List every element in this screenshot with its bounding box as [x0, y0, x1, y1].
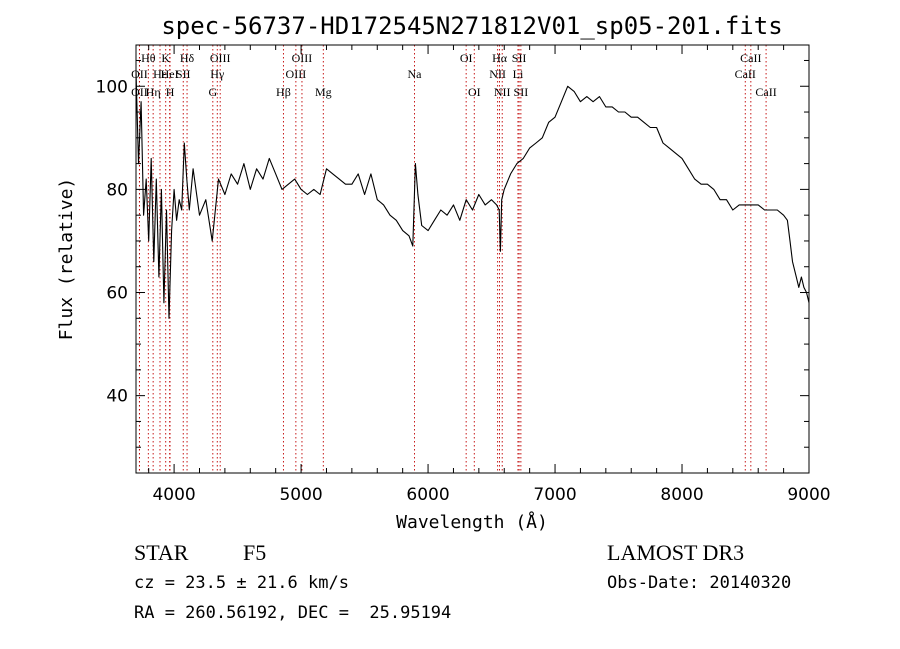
- coordinates-text: RA = 260.56192, DEC = 25.95194: [134, 603, 452, 623]
- x-axis-label: Wavelength (Å): [396, 511, 548, 533]
- line-label-13: Hβ: [276, 85, 291, 99]
- line-label-17: Na: [407, 67, 422, 81]
- line-label-23: SII: [512, 51, 527, 65]
- line-label-8: SII: [176, 67, 191, 81]
- line-label-0: Hθ: [141, 51, 156, 65]
- line-label-4: Hη: [146, 85, 161, 99]
- line-label-12: G: [208, 85, 217, 99]
- line-label-9: Hδ: [180, 51, 195, 65]
- line-label-6: H: [166, 85, 175, 99]
- survey-name: LAMOST DR3: [607, 540, 745, 565]
- redshift-text: cz = 23.5 ± 21.6 km/s: [134, 573, 349, 593]
- line-label-24: Li: [513, 67, 524, 81]
- x-tick-label-2: 6000: [406, 485, 449, 505]
- line-label-26: CaII: [740, 51, 761, 65]
- line-label-21: NII: [489, 67, 506, 81]
- x-axis: 4000 5000 6000 7000 8000 9000: [148, 45, 831, 505]
- line-label-2: OII: [131, 85, 148, 99]
- chart-title: spec-56737-HD172545N271812V01_sp05-201.f…: [161, 12, 782, 40]
- line-label-18: OI: [460, 51, 473, 65]
- line-label-10: OIII: [210, 51, 231, 65]
- line-label-28: CaII: [755, 85, 776, 99]
- x-tick-label-1: 5000: [279, 485, 322, 505]
- spectrum-line: [135, 70, 810, 319]
- line-label-22: NII: [494, 85, 511, 99]
- y-axis-label: Flux (relative): [56, 178, 77, 341]
- line-label-7: HeI: [161, 67, 179, 81]
- line-label-16: Mg: [315, 85, 332, 99]
- line-label-19: OI: [468, 85, 481, 99]
- line-label-25: SII: [514, 85, 529, 99]
- y-tick-label-2: 80: [106, 180, 128, 200]
- object-class: STAR: [134, 540, 189, 565]
- line-label-15: OIII: [286, 67, 307, 81]
- line-label-3: Hε: [153, 67, 167, 81]
- y-tick-label-0: 40: [106, 387, 128, 407]
- line-label-14: OIII: [292, 51, 313, 65]
- y-tick-label-3: 100: [96, 77, 128, 97]
- line-label-5: K: [161, 51, 170, 65]
- observation-date: Obs-Date: 20140320: [607, 573, 792, 593]
- plot-frame: [135, 44, 810, 474]
- x-tick-label-5: 9000: [787, 485, 830, 505]
- line-label-20: Hα: [492, 51, 508, 65]
- line-label-11: Hγ: [210, 67, 225, 81]
- spectral-line-markers: [138, 45, 767, 473]
- line-label-1: OII: [131, 67, 148, 81]
- line-label-27: CaII: [735, 67, 756, 81]
- y-axis: 40 60 80 100: [96, 59, 809, 448]
- object-subclass: F5: [243, 540, 267, 565]
- x-tick-label-4: 8000: [660, 485, 703, 505]
- x-tick-label-0: 4000: [152, 485, 195, 505]
- y-tick-label-1: 60: [106, 284, 128, 304]
- x-tick-label-3: 7000: [533, 485, 576, 505]
